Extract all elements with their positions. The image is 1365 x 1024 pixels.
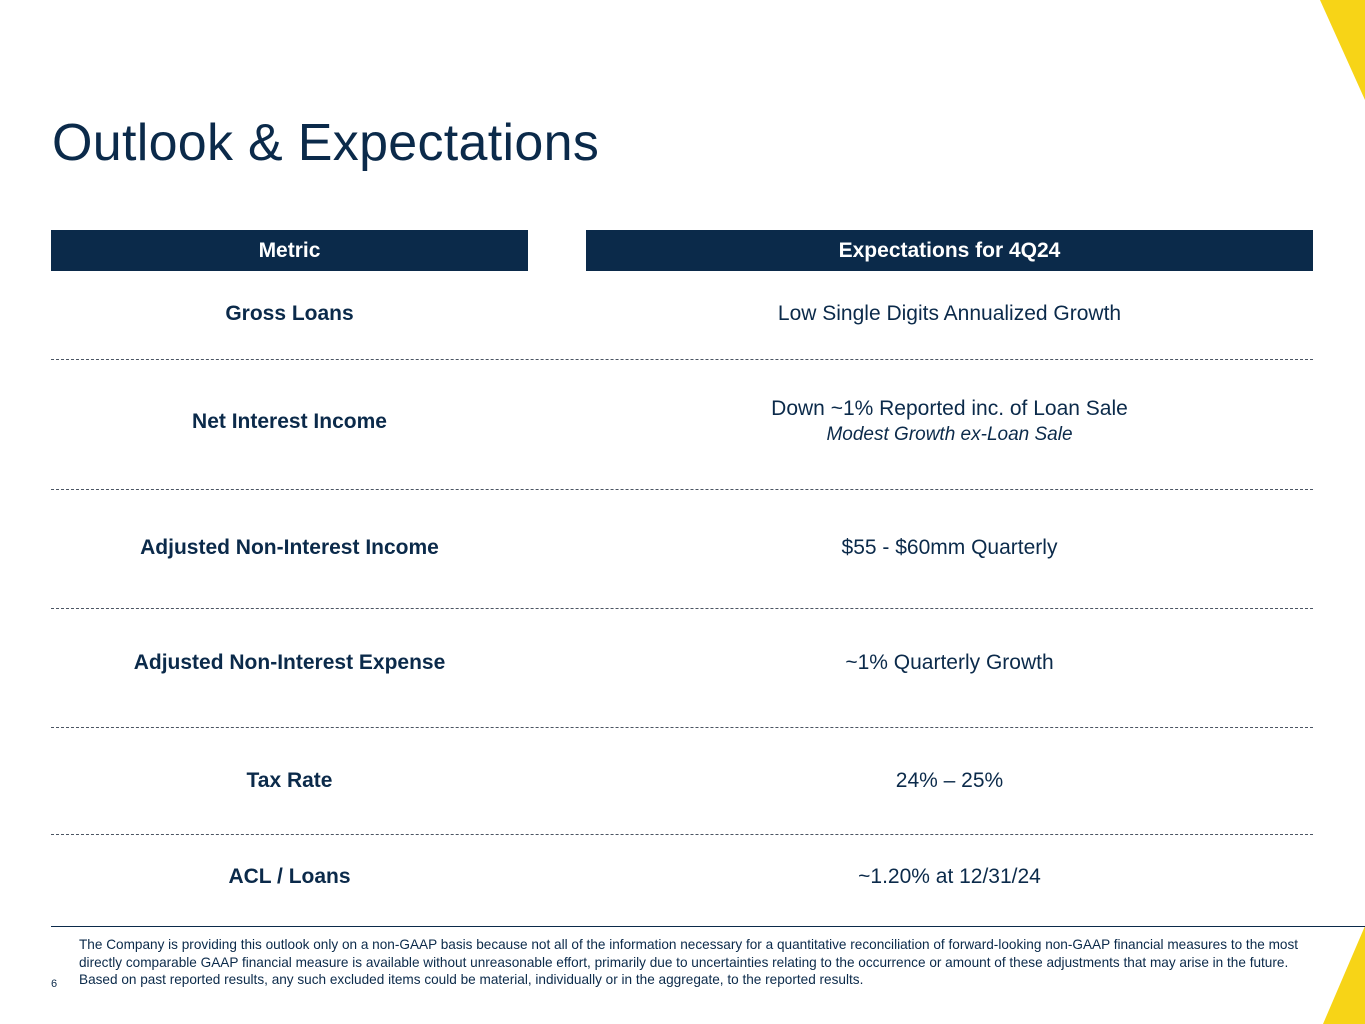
metric-label: Adjusted Non-Interest Income	[140, 536, 439, 559]
expectation-main: $55 - $60mm Quarterly	[841, 536, 1058, 559]
expectation-value: 24% – 25%	[586, 768, 1313, 794]
expectation-main: ~1.20% at 12/31/24	[858, 865, 1041, 888]
expectation-value: Low Single Digits Annualized Growth	[586, 301, 1313, 327]
table-row: Adjusted Non-Interest Income $55 - $60mm…	[51, 526, 1313, 570]
accent-triangle-bottom	[1323, 926, 1365, 1024]
expectation-value: ~1% Quarterly Growth	[586, 650, 1313, 676]
metric-label: Tax Rate	[246, 769, 333, 792]
table-row: Adjusted Non-Interest Expense ~1% Quarte…	[51, 641, 1313, 685]
table-row: ACL / Loans ~1.20% at 12/31/24	[51, 855, 1313, 899]
row-divider	[51, 359, 1313, 360]
table-row: Gross Loans Low Single Digits Annualized…	[51, 292, 1313, 336]
accent-triangle-top	[1320, 0, 1365, 100]
expectation-main: ~1% Quarterly Growth	[845, 651, 1054, 674]
header-metric: Metric	[51, 230, 528, 271]
page-number: 6	[51, 978, 58, 990]
metric-label: Gross Loans	[225, 302, 354, 325]
metric-label: ACL / Loans	[228, 865, 351, 888]
table-row: Tax Rate 24% – 25%	[51, 759, 1313, 803]
page-title: Outlook & Expectations	[52, 114, 600, 172]
expectation-main: Low Single Digits Annualized Growth	[777, 302, 1122, 325]
row-divider	[51, 489, 1313, 490]
expectation-value: $55 - $60mm Quarterly	[586, 535, 1313, 561]
footer-rule	[51, 926, 1365, 927]
footnote: The Company is providing this outlook on…	[79, 937, 1299, 987]
expectation-main: Down ~1% Reported inc. of Loan Sale	[771, 397, 1128, 420]
row-divider	[51, 608, 1313, 609]
table-row: Net Interest Income Down ~1% Reported in…	[51, 392, 1313, 452]
expectation-sub: Modest Growth ex-Loan Sale	[826, 424, 1073, 445]
row-divider	[51, 834, 1313, 835]
header-expectations: Expectations for 4Q24	[586, 230, 1313, 271]
row-divider	[51, 727, 1313, 728]
metric-label: Net Interest Income	[192, 410, 387, 433]
metric-label: Adjusted Non-Interest Expense	[133, 651, 446, 674]
expectation-value: ~1.20% at 12/31/24	[586, 864, 1313, 890]
expectation-main: 24% – 25%	[895, 769, 1004, 792]
expectation-value: Down ~1% Reported inc. of Loan Sale Mode…	[586, 396, 1313, 448]
